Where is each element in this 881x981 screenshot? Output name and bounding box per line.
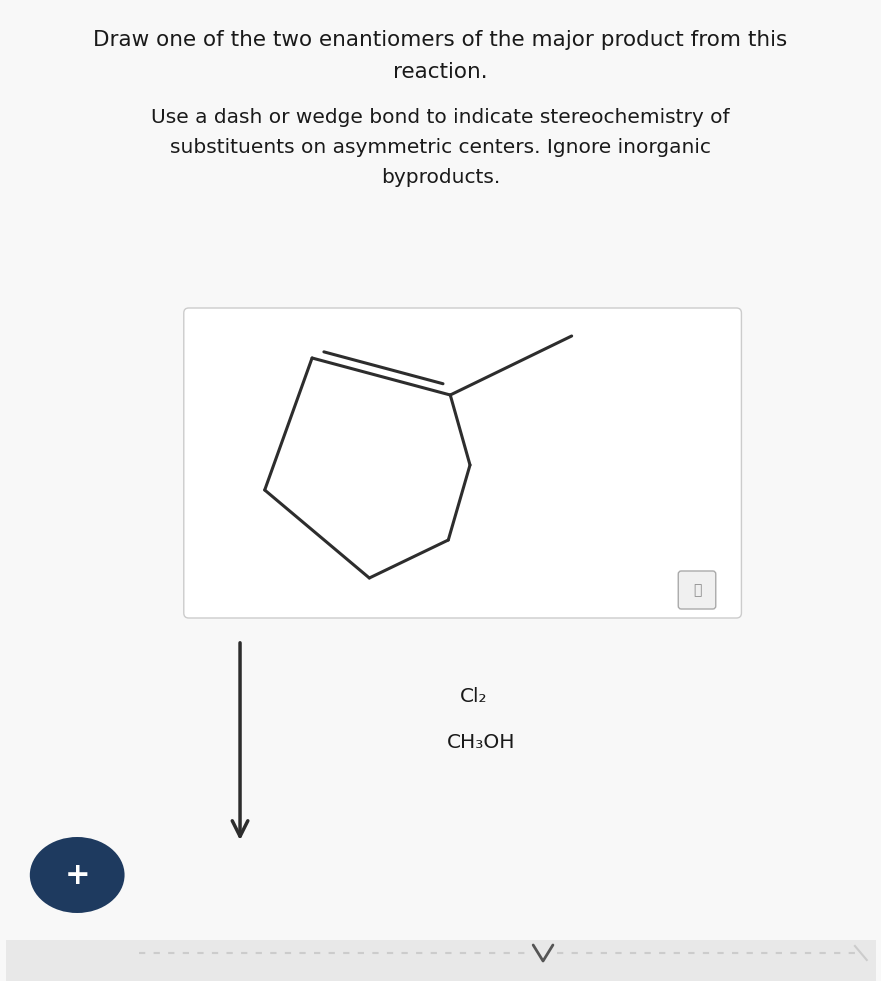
Text: CH₃OH: CH₃OH xyxy=(448,734,515,752)
Text: Cl₂: Cl₂ xyxy=(460,688,488,706)
Bar xyxy=(6,940,876,981)
FancyBboxPatch shape xyxy=(184,308,742,618)
Text: Draw one of the two enantiomers of the major product from this: Draw one of the two enantiomers of the m… xyxy=(93,30,788,50)
Ellipse shape xyxy=(30,837,124,913)
Text: reaction.: reaction. xyxy=(393,62,488,82)
Text: Use a dash or wedge bond to indicate stereochemistry of: Use a dash or wedge bond to indicate ste… xyxy=(151,108,729,127)
Text: 🔍: 🔍 xyxy=(692,583,701,597)
Text: +: + xyxy=(64,860,90,890)
FancyBboxPatch shape xyxy=(678,571,715,609)
Text: byproducts.: byproducts. xyxy=(381,168,500,187)
Text: substituents on asymmetric centers. Ignore inorganic: substituents on asymmetric centers. Igno… xyxy=(170,138,711,157)
